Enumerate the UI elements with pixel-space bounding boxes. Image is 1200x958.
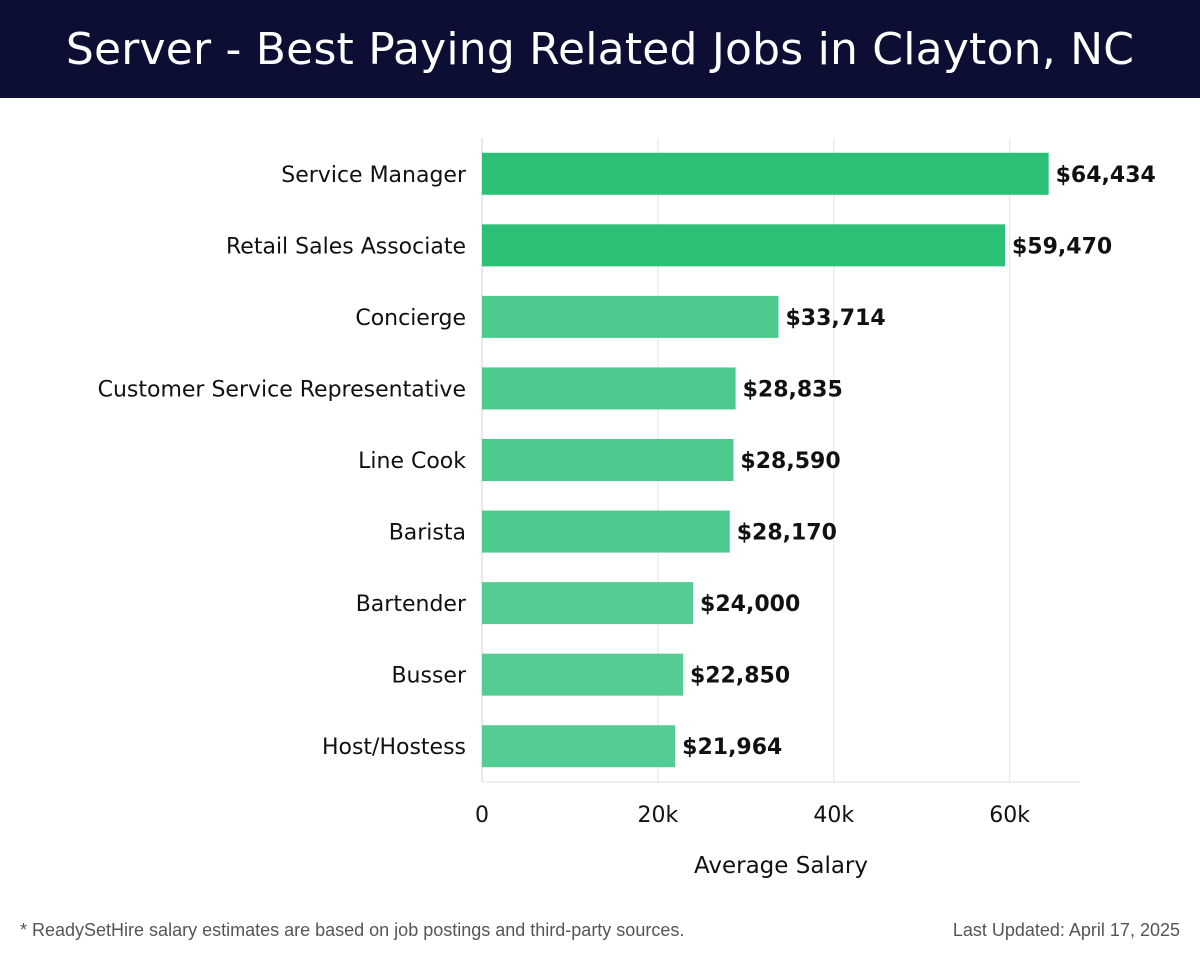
category-label: Host/Hostess [322,735,466,760]
value-label: $21,964 [682,735,782,760]
value-label: $33,714 [785,306,885,331]
x-tick-label: 60k [989,803,1030,828]
chart-title: Server - Best Paying Related Jobs in Cla… [65,23,1135,75]
bar [482,510,730,553]
category-label: Retail Sales Associate [226,234,466,259]
bar [482,653,683,696]
value-label: $59,470 [1012,234,1112,259]
category-label: Busser [391,664,466,689]
bar [482,725,676,768]
salary-bar-chart: 0 20k 40k 60k Service Manager $64,434 Retail S… [98,138,1156,879]
bar [482,224,1005,267]
x-tick-label: 40k [813,803,854,828]
x-tick-label: 0 [475,803,489,828]
source-note: * ReadySetHire salary estimates are base… [20,920,685,940]
footer: * ReadySetHire salary estimates are base… [0,912,1200,948]
category-label: Customer Service Representative [98,377,466,402]
category-label: Barista [389,521,466,546]
value-label: $28,835 [743,377,843,402]
bar [482,152,1049,195]
bar [482,367,736,410]
chart-header: Server - Best Paying Related Jobs in Cla… [0,0,1200,98]
labels: 0 20k 40k 60k Service Manager $64,434 Retail S… [98,163,1156,828]
category-label: Service Manager [281,163,467,188]
bars [482,152,1049,768]
value-label: $22,850 [690,664,790,689]
value-label: $28,590 [740,449,840,474]
value-label: $24,000 [700,592,800,617]
bar [482,582,694,625]
x-axis-title: Average Salary [694,853,868,879]
value-label: $28,170 [737,521,837,546]
value-label: $64,434 [1056,163,1156,188]
category-label: Bartender [356,592,467,617]
last-updated: Last Updated: April 17, 2025 [952,920,1180,940]
bar [482,295,779,338]
x-tick-label: 20k [638,803,679,828]
category-label: Line Cook [358,449,466,474]
category-label: Concierge [355,306,466,331]
bar [482,439,734,481]
